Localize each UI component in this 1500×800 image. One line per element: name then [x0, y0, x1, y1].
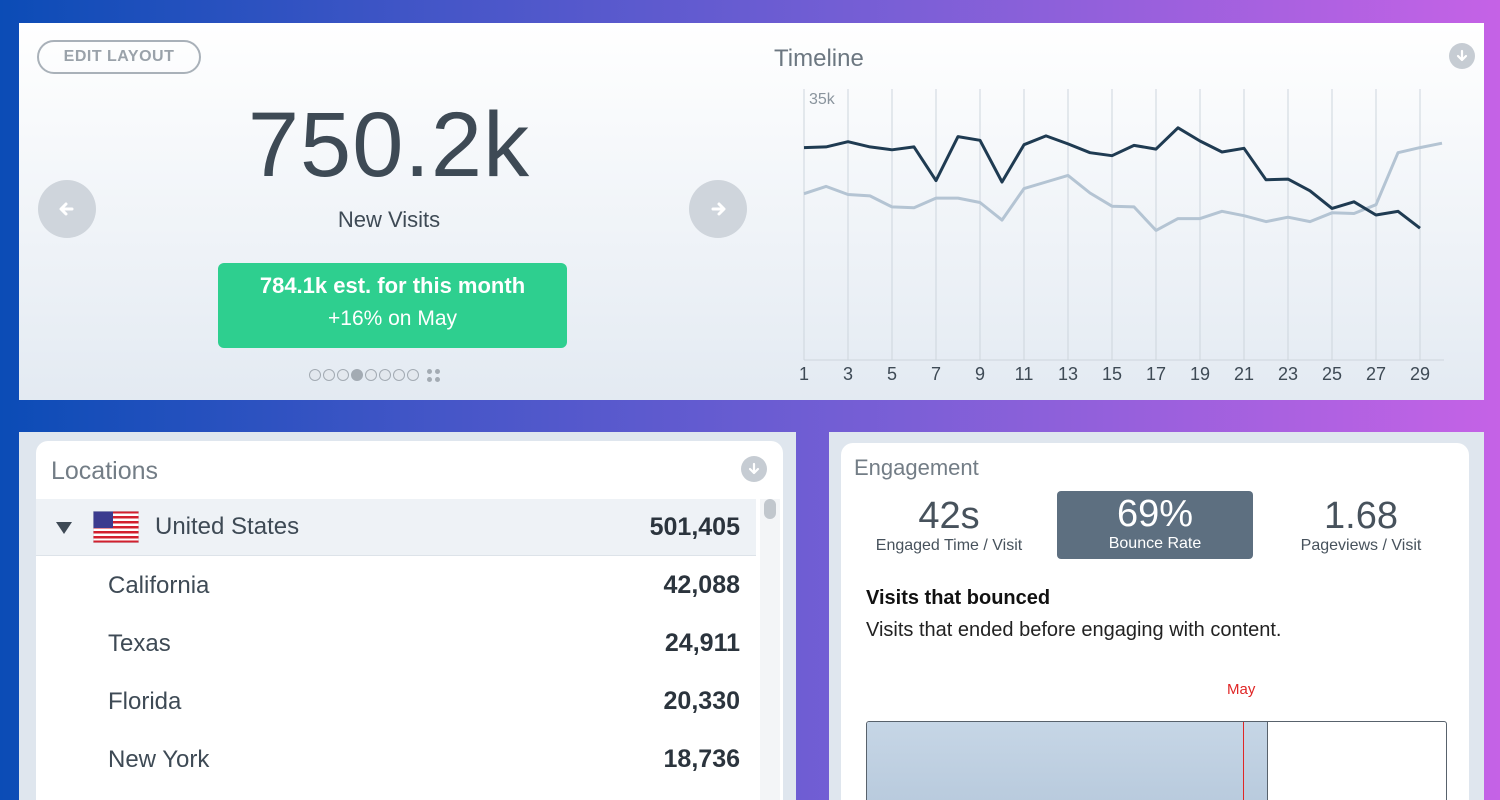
stat-bounce-rate[interactable]: 69% Bounce Rate [1057, 491, 1253, 559]
stat-label: Pageviews / Visit [1300, 537, 1422, 554]
location-row[interactable]: California 42,088 [36, 557, 756, 614]
carousel-dots[interactable] [309, 367, 440, 383]
summary-panel: EDIT LAYOUT 750.2k New Visits 784.1k est… [19, 23, 1484, 400]
timeline-download-button[interactable] [1449, 43, 1475, 69]
carousel-dot[interactable] [379, 369, 391, 381]
stat-engaged-time[interactable]: 42s Engaged Time / Visit [851, 493, 1047, 561]
stat-value: 69% [1116, 493, 1194, 535]
arrow-left-icon [59, 202, 74, 216]
location-name: New York [108, 745, 210, 773]
x-tick-label: 13 [1058, 364, 1078, 384]
bounce-heading: Visits that bounced [866, 587, 1051, 609]
stat-label: Engaged Time / Visit [875, 537, 1023, 554]
stat-pageviews[interactable]: 1.68 Pageviews / Visit [1263, 493, 1459, 561]
locations-card: Locations United States [36, 441, 783, 800]
estimate-text: 784.1k est. for this month [259, 273, 526, 298]
carousel-dot[interactable] [351, 369, 363, 381]
x-tick-label: 15 [1102, 364, 1122, 384]
y-tick-label: 35k [809, 91, 836, 108]
change-text: +16% on May [328, 307, 457, 330]
x-tick-label: 17 [1146, 364, 1166, 384]
x-tick-label: 9 [975, 364, 985, 384]
stat-value: 1.68 [1324, 495, 1398, 537]
location-name: Texas [108, 629, 171, 657]
carousel-dot[interactable] [407, 369, 419, 381]
location-value: 24,911 [664, 629, 740, 657]
location-value: 501,405 [649, 512, 740, 541]
location-row[interactable]: Florida 20,330 [36, 673, 756, 730]
carousel-dot[interactable] [365, 369, 377, 381]
bounce-bar-fill [867, 722, 1268, 800]
bounce-description: Visits that ended before engaging with c… [866, 619, 1282, 641]
x-tick-label: 29 [1410, 364, 1430, 384]
locations-title: Locations [51, 457, 159, 485]
bounce-bar [866, 721, 1447, 800]
month-marker-line [1243, 722, 1245, 800]
collapse-triangle-icon[interactable] [54, 517, 74, 537]
location-name: United States [155, 513, 300, 540]
x-tick-label: 11 [1015, 364, 1034, 384]
arrow-right-icon [711, 202, 726, 216]
location-name: California [108, 571, 210, 599]
x-tick-label: 21 [1234, 364, 1254, 384]
locations-download-button[interactable] [741, 456, 767, 482]
location-row[interactable]: Texas 24,911 [36, 615, 756, 672]
location-row[interactable]: New York 18,736 [36, 731, 756, 788]
x-tick-label: 3 [843, 364, 853, 384]
stat-value: 42s [918, 495, 980, 537]
month-marker-label: May [1227, 681, 1256, 698]
us-flag-icon [93, 511, 139, 543]
engagement-title: Engagement [854, 455, 979, 480]
carousel-dot[interactable] [393, 369, 405, 381]
x-tick-label: 1 [799, 364, 809, 384]
x-tick-label: 25 [1322, 364, 1342, 384]
next-button[interactable] [689, 180, 747, 238]
location-name: Florida [108, 687, 182, 715]
x-tick-label: 23 [1278, 364, 1298, 384]
timeline-series-line [803, 141, 1443, 232]
previous-button[interactable] [38, 180, 96, 238]
location-row-country[interactable]: United States 501,405 [36, 499, 756, 556]
edit-layout-button[interactable]: EDIT LAYOUT [37, 40, 201, 74]
engagement-panel: Engagement 42s Engaged Time / Visit 69% … [829, 432, 1484, 800]
x-tick-label: 19 [1190, 364, 1210, 384]
carousel-dot[interactable] [309, 369, 321, 381]
stat-label: Bounce Rate [1108, 535, 1202, 552]
x-tick-label: 7 [931, 364, 941, 384]
grid-view-icon[interactable] [427, 368, 440, 382]
carousel-dot[interactable] [323, 369, 335, 381]
locations-panel: Locations United States [19, 432, 796, 800]
download-icon [748, 462, 760, 475]
timeline-title: Timeline [774, 45, 864, 72]
scrollbar-thumb[interactable] [764, 499, 776, 519]
carousel-dot[interactable] [337, 369, 349, 381]
x-tick-label: 27 [1366, 364, 1386, 384]
engagement-card: Engagement 42s Engaged Time / Visit 69% … [841, 443, 1469, 800]
download-icon [1456, 49, 1468, 62]
location-value: 20,330 [663, 687, 740, 715]
locations-scrollbar[interactable] [760, 499, 780, 800]
new-visits-label: New Visits [337, 207, 441, 232]
location-value: 42,088 [663, 571, 740, 599]
location-value: 18,736 [663, 745, 740, 773]
timeline-series-line [803, 126, 1421, 230]
new-visits-value: 750.2k [247, 94, 531, 196]
estimate-badge: 784.1k est. for this month +16% on May [218, 263, 567, 348]
x-tick-label: 5 [887, 364, 897, 384]
